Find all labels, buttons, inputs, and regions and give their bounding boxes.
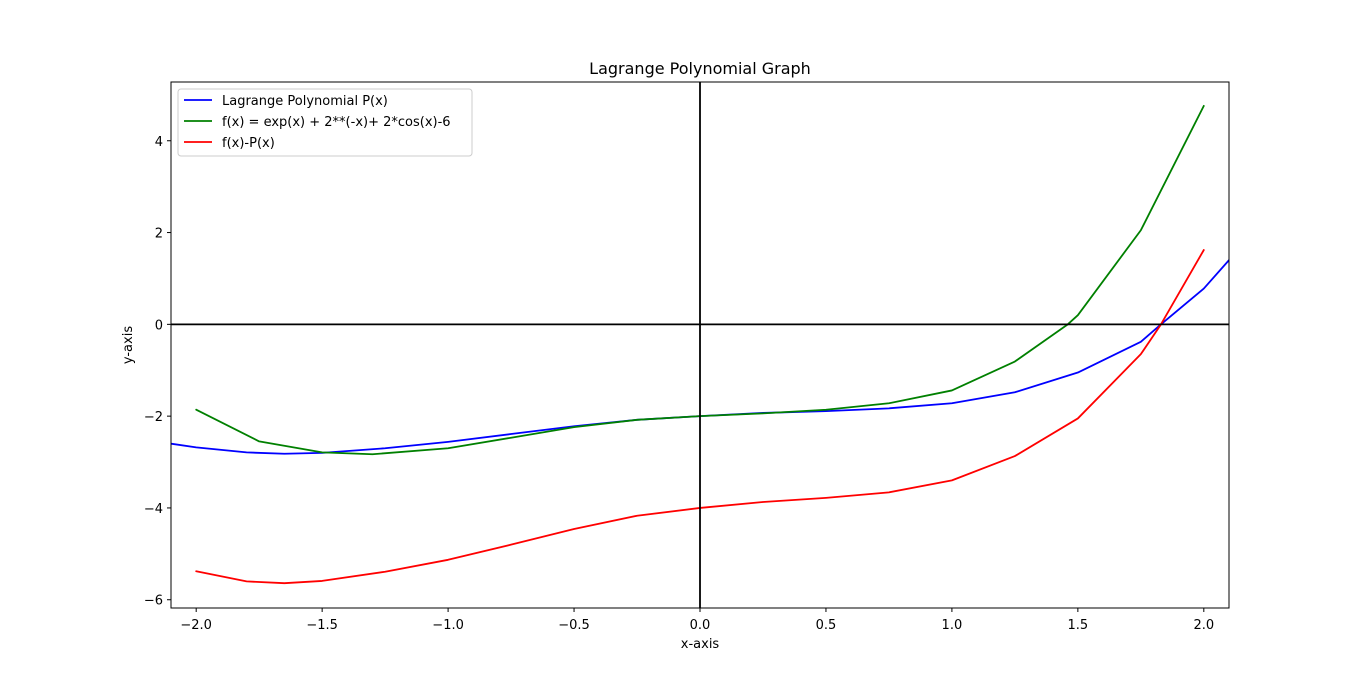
x-tick-label: 0.5 [816,618,837,633]
x-tick-label: −1.0 [432,618,464,633]
series-line-2 [195,104,1205,456]
x-tick-label: 0.0 [690,618,711,633]
legend-box [177,88,473,157]
y-tick-label: −4 [144,502,163,517]
x-tick-label: −0.5 [558,618,590,633]
x-tick-label: −1.5 [306,618,338,633]
legend-label-3: f(x)-P(x) [222,136,275,151]
x-axis-label: x-axis [681,637,720,652]
legend-label-1: Lagrange Polynomial P(x) [222,94,388,109]
legend: Lagrange Polynomial P(x) f(x) = exp(x) + … [177,88,473,157]
chart-title: Lagrange Polynomial Graph [589,59,811,78]
x-tick-label: −2.0 [180,618,212,633]
x-tick-label: 1.0 [942,618,963,633]
y-axis-ticks: −6 −4 −2 0 2 4 [144,135,171,609]
y-tick-label: 0 [155,318,163,333]
y-axis-label: y-axis [121,326,136,364]
legend-label-2: f(x) = exp(x) + 2**(-x)+ 2*cos(x)-6 [222,115,451,130]
x-axis-ticks: −2.0 −1.5 −1.0 −0.5 0.0 0.5 1.0 1.5 2.0 [180,608,1214,633]
y-tick-label: 4 [155,135,163,150]
x-tick-label: 2.0 [1193,618,1214,633]
x-tick-label: 1.5 [1068,618,1089,633]
y-tick-label: 2 [155,227,163,242]
y-tick-label: −2 [144,410,163,425]
plot-content [171,82,1229,608]
plot-area [170,81,1230,609]
y-tick-label: −6 [144,594,163,609]
